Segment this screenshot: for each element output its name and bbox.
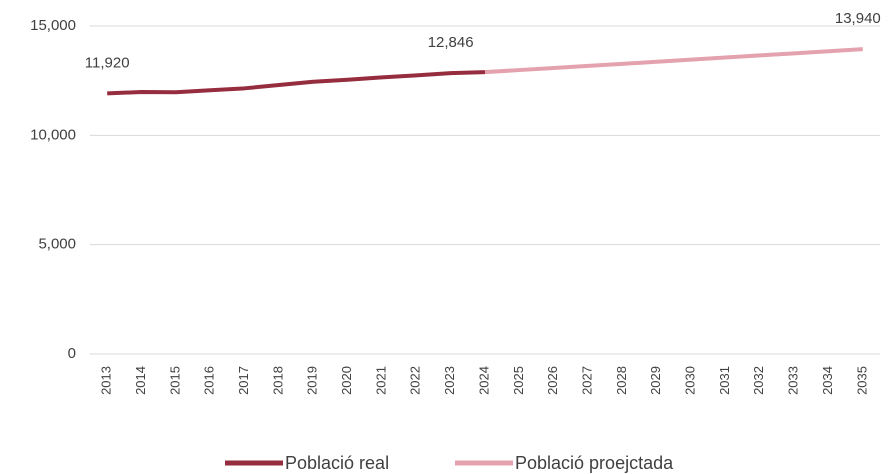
x-tick-label: 2034 (820, 366, 835, 395)
x-tick-label: 2031 (717, 366, 732, 395)
x-tick-label: 2019 (305, 366, 320, 395)
series-line (484, 47, 863, 75)
x-tick-label: 2020 (339, 366, 354, 395)
x-tick-label: 2028 (614, 366, 629, 395)
x-tick-label: 2030 (683, 366, 698, 395)
x-tick-label: 2035 (854, 366, 869, 395)
legend-label: Població real (285, 453, 389, 473)
x-tick-label: 2026 (545, 366, 560, 395)
y-tick-label: 15,000 (30, 17, 76, 34)
x-tick-label: 2032 (751, 366, 766, 395)
x-tick-label: 2016 (202, 366, 217, 395)
series-line (107, 70, 486, 96)
x-tick-label: 2027 (579, 366, 594, 395)
x-tick-label: 2022 (408, 366, 423, 395)
x-tick-label: 2015 (167, 366, 182, 395)
y-tick-label: 10,000 (30, 126, 76, 143)
legend-label: Població proejctada (515, 453, 674, 473)
x-tick-label: 2029 (648, 366, 663, 395)
data-label: 11,920 (85, 54, 130, 71)
x-tick-label: 2014 (133, 366, 148, 395)
x-tick-label: 2025 (511, 366, 526, 395)
x-tick-label: 2024 (476, 366, 491, 395)
x-tick-label: 2017 (236, 366, 251, 395)
x-tick-label: 2033 (786, 366, 801, 395)
y-tick-label: 0 (68, 345, 76, 362)
data-label: 13,940 (835, 10, 881, 27)
x-tick-label: 2021 (373, 366, 388, 395)
y-tick-label: 5,000 (38, 236, 76, 253)
data-label: 12,846 (428, 34, 474, 51)
x-tick-label: 2023 (442, 366, 457, 395)
x-tick-label: 2018 (270, 366, 285, 395)
x-tick-label: 2013 (99, 366, 114, 395)
